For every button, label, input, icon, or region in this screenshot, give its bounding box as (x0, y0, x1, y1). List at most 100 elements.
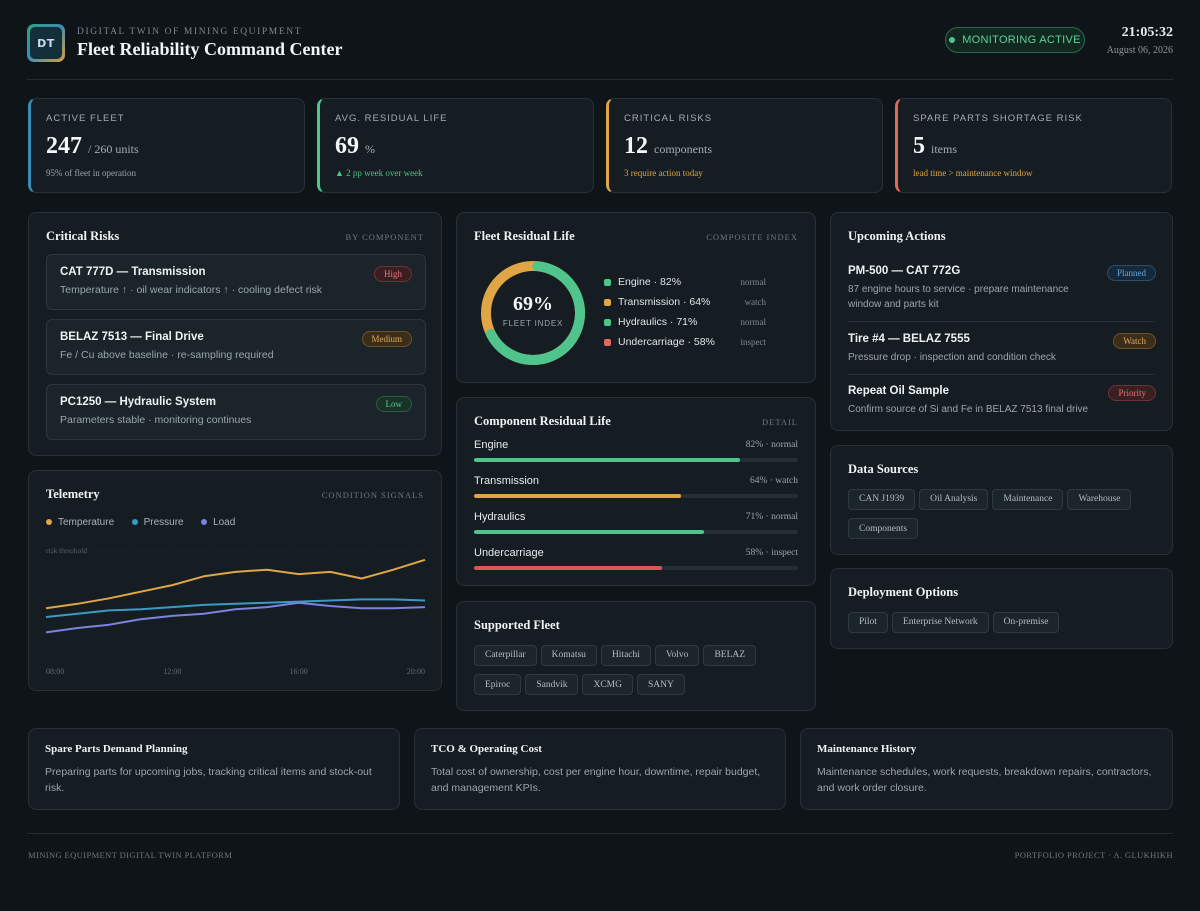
component-value: 71% · normal (745, 512, 798, 522)
action-title: PM-500 — CAT 772G (848, 265, 961, 277)
risk-item[interactable]: BELAZ 7513 — Final Drive Fe / Cu above b… (46, 319, 426, 375)
app-eyebrow: DIGITAL TWIN OF MINING EQUIPMENT (77, 27, 303, 37)
legend-dot-icon (201, 519, 208, 525)
clock-date: August 06, 2026 (1106, 45, 1173, 56)
donut-legend-hydraulics: Hydraulics · 71% normal (604, 316, 766, 328)
progress-fill (474, 530, 705, 534)
app-logo: DT (27, 24, 65, 62)
divider (848, 321, 1155, 322)
kpi-spare-parts-risk[interactable]: SPARE PARTS SHORTAGE RISK 5 items lead t… (895, 98, 1172, 193)
maintenance-history-card[interactable]: Maintenance History Maintenance schedule… (800, 728, 1173, 810)
card-title: Maintenance History (817, 743, 917, 755)
fleet-chip[interactable]: Epiroc (474, 674, 522, 695)
kpi-label: CRITICAL RISKS (624, 113, 713, 124)
panel-tag: CONDITION SIGNALS (321, 490, 424, 500)
panel-title: Deployment Options (848, 585, 959, 599)
x-tick-label: 08:00 (46, 667, 64, 676)
legend-pressure[interactable]: Pressure (131, 516, 184, 528)
legend-square-icon (604, 298, 611, 306)
telemetry-legend: Temperature Pressure Load (46, 512, 248, 530)
kpi-critical-risks[interactable]: CRITICAL RISKS 12 components 3 require a… (606, 98, 883, 193)
risk-desc: Temperature ↑ · oil wear indicators ↑ · … (60, 284, 323, 296)
fleet-chip[interactable]: XCMG (582, 674, 633, 695)
action-desc: Confirm source of Si and Fe in BELAZ 751… (848, 404, 1089, 415)
kpi-subtext: ▲ 2 pp week over week (335, 168, 423, 178)
risk-title: BELAZ 7513 — Final Drive (60, 331, 204, 343)
kpi-residual-life[interactable]: AVG. RESIDUAL LIFE 69 % ▲ 2 pp week over… (317, 98, 594, 193)
risk-item[interactable]: CAT 777D — Transmission Temperature ↑ · … (46, 254, 426, 310)
fleet-chip[interactable]: Volvo (654, 644, 700, 666)
legend-temperature[interactable]: Temperature (46, 517, 114, 528)
risk-item[interactable]: PC1250 — Hydraulic System Parameters sta… (46, 384, 426, 440)
kpi-value: 69 (335, 133, 359, 159)
action-desc: Pressure drop · inspection and condition… (848, 352, 1056, 363)
tco-operating-cost-card[interactable]: TCO & Operating Cost Total cost of owner… (414, 728, 786, 810)
page-title: Fleet Reliability Command Center (77, 39, 343, 59)
fleet-chip[interactable]: Komatsu (540, 644, 597, 666)
panel-tag: DETAIL (761, 417, 798, 427)
fleet-chip[interactable]: Sandvik (525, 674, 579, 695)
deployment-chip[interactable]: On-premise (992, 611, 1060, 633)
data-sources-panel: Data Sources CAN J1939 Oil Analysis Mainte… (830, 445, 1173, 555)
action-badge: Planned (1107, 265, 1156, 281)
fleet-chip[interactable]: Caterpillar (474, 644, 537, 666)
legend-dot-icon (131, 519, 138, 525)
source-chip-list: CAN J1939 Oil Analysis Maintenance Warehous… (848, 488, 1163, 547)
component-row-transmission: Transmission 64% · watch (474, 475, 798, 498)
header-divider (27, 79, 1173, 80)
kpi-unit: / 260 units (88, 142, 139, 156)
kpi-value: 5 (913, 133, 925, 159)
deployment-chip[interactable]: Pilot (848, 611, 888, 633)
legend-label: Hydraulics · 71% (618, 316, 698, 328)
status-label: MONITORING ACTIVE (962, 34, 1081, 46)
series-line-temperature (45, 558, 426, 610)
fleet-index-donut (481, 261, 585, 365)
source-chip[interactable]: Warehouse (1067, 488, 1132, 510)
legend-label: Pressure (143, 516, 184, 528)
kpi-unit: items (931, 142, 957, 156)
series-line-load (45, 601, 426, 634)
source-chip[interactable]: Oil Analysis (919, 488, 989, 510)
panel-tag: BY COMPONENT (345, 232, 424, 242)
source-chip[interactable]: Maintenance (992, 488, 1064, 510)
severity-badge: Medium (361, 331, 412, 347)
fleet-chip[interactable]: SANY (636, 674, 685, 695)
action-desc: 87 engine hours to service · prepare mai… (848, 284, 1069, 310)
component-name: Undercarriage (474, 547, 544, 559)
kpi-value: 247 (46, 133, 82, 159)
clock: 21:05:32 August 06, 2026 (1107, 25, 1173, 56)
risk-title: PC1250 — Hydraulic System (60, 396, 216, 408)
footer-divider (27, 833, 1173, 834)
kpi-unit: % (365, 142, 375, 156)
source-chip[interactable]: CAN J1939 (848, 488, 916, 510)
fleet-chip[interactable]: Hitachi (600, 644, 651, 666)
legend-square-icon (604, 338, 611, 346)
clock-time: 21:05:32 (1121, 25, 1173, 40)
monitoring-status-badge[interactable]: MONITORING ACTIVE (945, 27, 1085, 53)
risk-desc: Parameters stable · monitoring continues (60, 414, 252, 426)
kpi-active-fleet[interactable]: ACTIVE FLEET 247 / 260 units 95% of flee… (28, 98, 305, 193)
panel-tag: COMPOSITE INDEX (706, 232, 798, 242)
action-item[interactable]: PM-500 — CAT 772G 87 engine hours to ser… (848, 265, 1156, 312)
action-title: Tire #4 — BELAZ 7555 (848, 333, 970, 345)
progress-fill (474, 494, 682, 498)
x-tick-label: 20:00 (407, 667, 425, 676)
legend-status: watch (744, 297, 767, 307)
source-chip[interactable]: Components (848, 518, 919, 539)
legend-load[interactable]: Load (201, 517, 235, 528)
x-tick-label: 12:00 (163, 667, 181, 676)
panel-title: Telemetry (46, 487, 100, 501)
spare-parts-planning-card[interactable]: Spare Parts Demand Planning Preparing pa… (28, 728, 400, 810)
action-item[interactable]: Repeat Oil Sample Confirm source of Si a… (848, 385, 1156, 417)
component-row-engine: Engine 82% · normal (474, 439, 798, 462)
kpi-subtext: 3 require action today (624, 168, 703, 178)
fleet-chip[interactable]: BELAZ (703, 644, 757, 666)
deployment-chip[interactable]: Enterprise Network (891, 611, 989, 633)
card-text: Maintenance schedules, work requests, br… (817, 766, 1152, 794)
action-title: Repeat Oil Sample (848, 385, 949, 397)
kpi-label: AVG. RESIDUAL LIFE (335, 113, 448, 124)
action-item[interactable]: Tire #4 — BELAZ 7555 Pressure drop · ins… (848, 333, 1156, 365)
progress-fill (474, 458, 740, 462)
risk-desc: Fe / Cu above baseline · re-sampling req… (60, 349, 274, 361)
component-value: 58% · inspect (745, 548, 798, 558)
